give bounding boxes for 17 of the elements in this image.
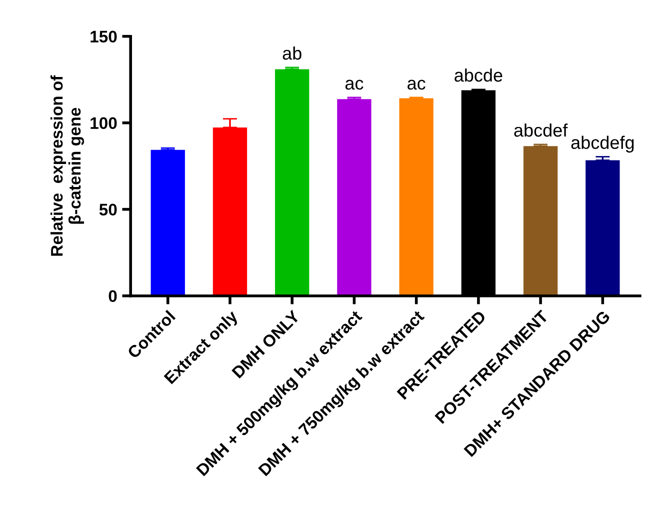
annotation: abcde — [454, 68, 502, 82]
y-tick-label: 150 — [90, 30, 117, 43]
annotation: ab — [282, 46, 302, 60]
bar — [337, 99, 372, 296]
bar — [523, 146, 558, 296]
y-tick-label: 0 — [108, 290, 117, 302]
bar — [275, 69, 310, 296]
bar — [150, 150, 185, 296]
annotation: ac — [345, 80, 364, 90]
y-axis-title: Relative expression of β-catenin gene — [50, 75, 84, 256]
annotation: abcdef — [514, 123, 568, 137]
bar — [586, 160, 620, 296]
y-tick-label: 100 — [90, 117, 117, 130]
bar — [399, 98, 434, 296]
annotation: ac — [408, 80, 426, 90]
annotation: abcdefg — [571, 136, 634, 153]
y-tick-label: 50 — [99, 204, 117, 216]
